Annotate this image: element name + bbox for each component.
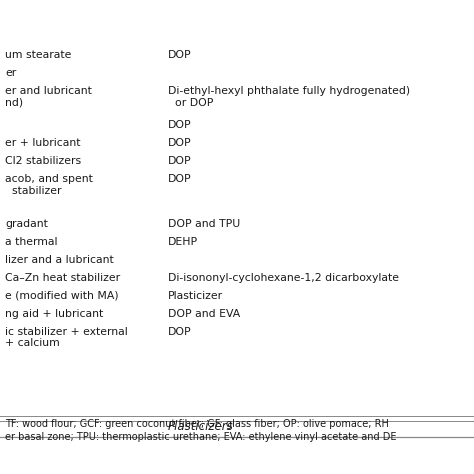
Text: DOP: DOP	[168, 138, 191, 148]
Text: DEHP: DEHP	[168, 237, 198, 247]
Text: DOP: DOP	[168, 120, 191, 130]
Text: er + lubricant: er + lubricant	[5, 138, 81, 148]
Text: Di-isononyl-cyclohexane-1,2 dicarboxylate: Di-isononyl-cyclohexane-1,2 dicarboxylat…	[168, 273, 399, 283]
Text: e (modified with MA): e (modified with MA)	[5, 291, 118, 301]
Text: ic stabilizer + external
+ calcium: ic stabilizer + external + calcium	[5, 327, 128, 348]
Text: DOP: DOP	[168, 174, 191, 184]
Text: gradant: gradant	[5, 219, 48, 229]
Text: acob, and spent
  stabilizer: acob, and spent stabilizer	[5, 174, 93, 196]
Text: er basal zone; TPU: thermoplastic urethane; EVA: ethylene vinyl acetate and DE: er basal zone; TPU: thermoplastic uretha…	[5, 432, 396, 442]
Text: DOP and EVA: DOP and EVA	[168, 309, 240, 319]
Text: Di-ethyl-hexyl phthalate fully hydrogenated)
  or DOP: Di-ethyl-hexyl phthalate fully hydrogena…	[168, 86, 410, 108]
Text: DOP: DOP	[168, 156, 191, 166]
Text: TF: wood flour; GCF: green coconut fiber; GF: glass fiber; OP: olive pomace; RH: TF: wood flour; GCF: green coconut fiber…	[5, 419, 389, 429]
Text: Plasticizers: Plasticizers	[168, 420, 234, 433]
Text: lizer and a lubricant: lizer and a lubricant	[5, 255, 114, 265]
Text: DOP and TPU: DOP and TPU	[168, 219, 240, 229]
Text: DOP: DOP	[168, 50, 191, 60]
Text: a thermal: a thermal	[5, 237, 57, 247]
Text: DOP: DOP	[168, 327, 191, 337]
Text: Ca–Zn heat stabilizer: Ca–Zn heat stabilizer	[5, 273, 120, 283]
Text: er: er	[5, 68, 16, 78]
Text: um stearate: um stearate	[5, 50, 72, 60]
Text: Plasticizer: Plasticizer	[168, 291, 223, 301]
Text: er and lubricant
nd): er and lubricant nd)	[5, 86, 92, 108]
Text: Cl2 stabilizers: Cl2 stabilizers	[5, 156, 81, 166]
Text: ng aid + lubricant: ng aid + lubricant	[5, 309, 103, 319]
